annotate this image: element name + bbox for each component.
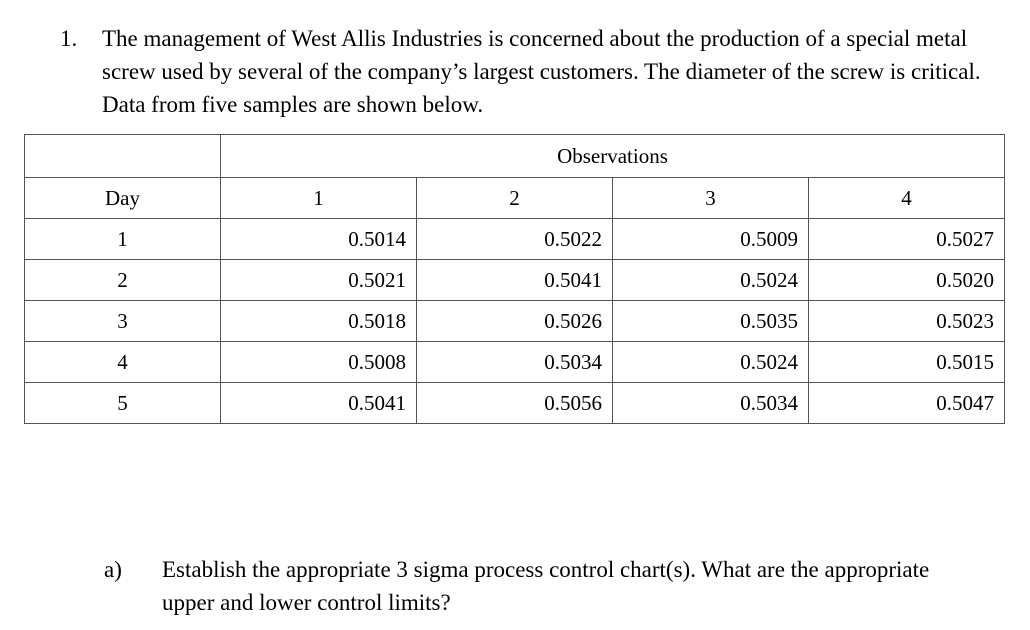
value-cell: 0.5035 (612, 300, 809, 342)
value-cell: 0.5027 (808, 218, 1005, 260)
value-cell: 0.5026 (416, 300, 613, 342)
value-cell: 0.5024 (612, 341, 809, 383)
table-row: 5 0.5041 0.5056 0.5034 0.5047 (24, 382, 1005, 424)
value-cell: 0.5014 (220, 218, 417, 260)
value-cell: 0.5008 (220, 341, 417, 383)
problem-number: 1. (60, 26, 78, 51)
value-cell: 0.5056 (416, 382, 613, 424)
value-cell: 0.5047 (808, 382, 1005, 424)
day-cell: 4 (24, 341, 221, 383)
table-header-row: Day 1 2 3 4 (24, 177, 1005, 219)
value-cell: 0.5009 (612, 218, 809, 260)
table-row: 4 0.5008 0.5034 0.5024 0.5015 (24, 341, 1005, 383)
value-cell: 0.5015 (808, 341, 1005, 383)
observations-header: Observations (220, 134, 1005, 178)
part-a-text: Establish the appropriate 3 sigma proces… (162, 557, 930, 615)
table-row: 1 0.5014 0.5022 0.5009 0.5027 (24, 218, 1005, 260)
value-cell: 0.5023 (808, 300, 1005, 342)
part-a-label: a) (104, 557, 122, 582)
observation-header-3: 3 (612, 177, 809, 219)
day-header: Day (24, 177, 221, 219)
value-cell: 0.5034 (416, 341, 613, 383)
value-cell: 0.5041 (220, 382, 417, 424)
value-cell: 0.5024 (612, 259, 809, 301)
table-group-header-row: Observations (24, 134, 1005, 178)
observations-table: Observations Day 1 2 3 4 1 0.5014 0.5022… (24, 134, 1005, 424)
value-cell: 0.5034 (612, 382, 809, 424)
empty-header-cell (24, 134, 221, 178)
observation-header-1: 1 (220, 177, 417, 219)
day-cell: 2 (24, 259, 221, 301)
day-cell: 5 (24, 382, 221, 424)
table-row: 3 0.5018 0.5026 0.5035 0.5023 (24, 300, 1005, 342)
observation-header-4: 4 (808, 177, 1005, 219)
value-cell: 0.5041 (416, 259, 613, 301)
problem-text: The management of West Allis Industries … (102, 26, 981, 117)
value-cell: 0.5022 (416, 218, 613, 260)
day-cell: 3 (24, 300, 221, 342)
value-cell: 0.5020 (808, 259, 1005, 301)
value-cell: 0.5021 (220, 259, 417, 301)
day-cell: 1 (24, 218, 221, 260)
observation-header-2: 2 (416, 177, 613, 219)
table-row: 2 0.5021 0.5041 0.5024 0.5020 (24, 259, 1005, 301)
value-cell: 0.5018 (220, 300, 417, 342)
